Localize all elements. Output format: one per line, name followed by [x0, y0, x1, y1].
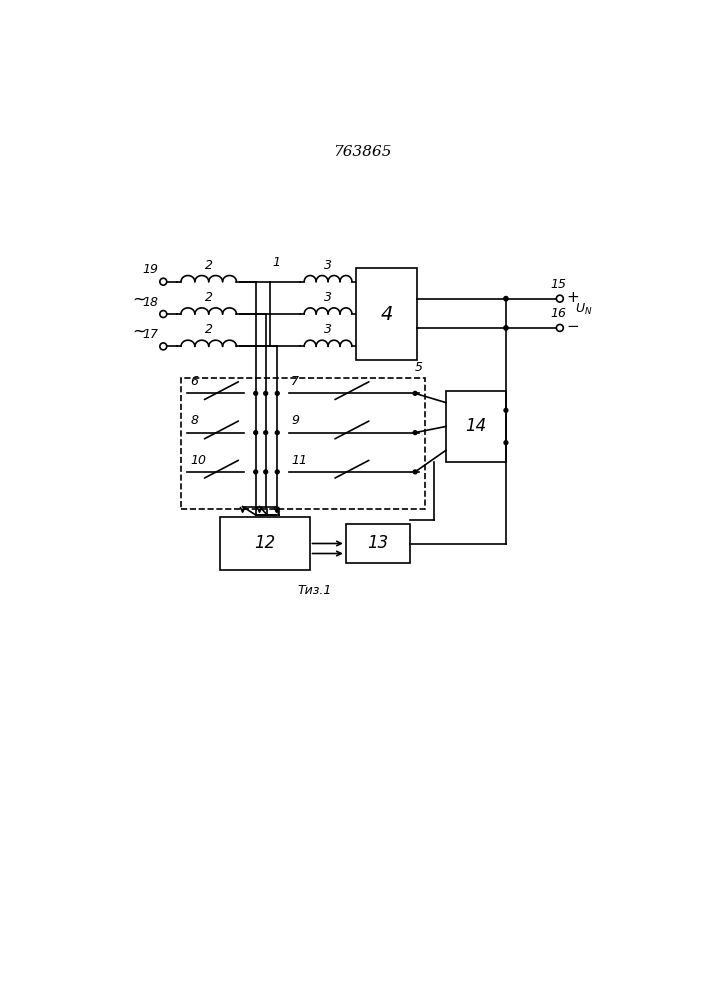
Text: 3: 3: [324, 323, 332, 336]
Text: 12: 12: [254, 534, 275, 552]
Circle shape: [264, 470, 268, 474]
Text: 16: 16: [551, 307, 566, 320]
Text: 18: 18: [142, 296, 158, 309]
Circle shape: [254, 470, 257, 474]
Text: ~: ~: [132, 323, 146, 341]
Text: 2: 2: [205, 259, 213, 272]
Text: 2: 2: [205, 323, 213, 336]
Bar: [181, 378, 425, 509]
Text: 7: 7: [291, 375, 299, 388]
Circle shape: [264, 391, 268, 395]
Circle shape: [264, 431, 268, 435]
Text: 8: 8: [190, 414, 198, 427]
Bar: [346, 524, 409, 563]
Text: Τиз.1: Τиз.1: [298, 584, 332, 597]
Circle shape: [275, 431, 279, 435]
Text: 5: 5: [415, 361, 423, 374]
Text: ~: ~: [132, 291, 146, 309]
Circle shape: [254, 431, 257, 435]
Text: 13: 13: [367, 534, 388, 552]
Circle shape: [275, 391, 279, 395]
Text: 6: 6: [190, 375, 198, 388]
Text: 17: 17: [142, 328, 158, 341]
Text: 19: 19: [142, 263, 158, 276]
Text: 10: 10: [190, 454, 206, 466]
Bar: [356, 268, 417, 360]
Text: 1: 1: [273, 256, 281, 269]
Text: 11: 11: [291, 454, 307, 466]
Text: 15: 15: [551, 278, 566, 291]
Text: −: −: [567, 319, 580, 334]
Bar: [219, 517, 310, 570]
Text: 14: 14: [465, 417, 486, 435]
Circle shape: [413, 391, 417, 395]
Circle shape: [504, 296, 508, 301]
Circle shape: [254, 391, 257, 395]
Text: 4: 4: [380, 305, 393, 324]
Text: 763865: 763865: [333, 145, 391, 159]
Circle shape: [504, 326, 508, 330]
Text: $U_N$: $U_N$: [575, 302, 592, 317]
Text: +: +: [567, 290, 580, 305]
Circle shape: [413, 431, 417, 435]
Text: 3: 3: [324, 259, 332, 272]
Circle shape: [275, 470, 279, 474]
Text: 3: 3: [324, 291, 332, 304]
Circle shape: [413, 470, 417, 474]
Circle shape: [504, 441, 508, 445]
Text: 2: 2: [205, 291, 213, 304]
Circle shape: [504, 408, 508, 412]
Bar: [446, 391, 506, 462]
Text: 9: 9: [291, 414, 299, 427]
